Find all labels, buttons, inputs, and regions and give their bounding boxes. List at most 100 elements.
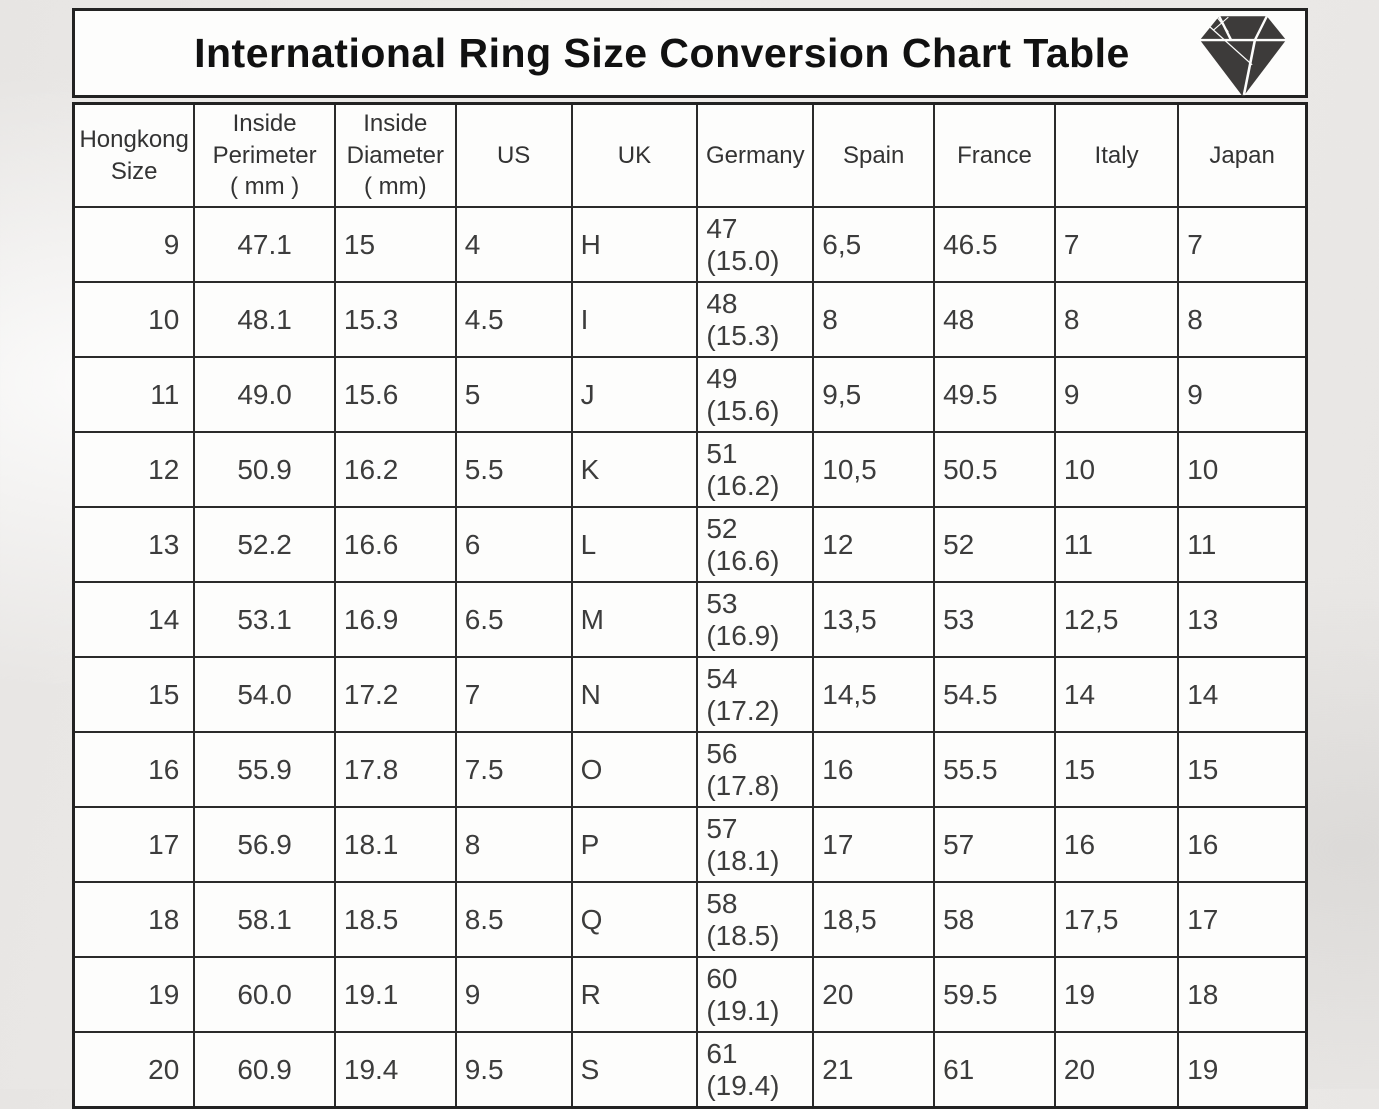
table-cell: 61 (19.4) bbox=[696, 1031, 815, 1109]
table-cell: 9 bbox=[1053, 356, 1180, 433]
diamond-icon bbox=[1197, 12, 1289, 100]
table-cell: 53.1 bbox=[193, 581, 336, 658]
table-cell: 57 (18.1) bbox=[696, 806, 815, 883]
chart-title-bar: International Ring Size Conversion Chart… bbox=[72, 8, 1308, 98]
table-cell: 7 bbox=[1177, 206, 1308, 283]
table-cell: 6 bbox=[454, 506, 573, 583]
table-cell: 17.8 bbox=[333, 731, 457, 808]
table-cell: 17,5 bbox=[1053, 881, 1180, 958]
table-cell: 48.1 bbox=[193, 281, 336, 358]
table-cell: 17 bbox=[72, 806, 196, 883]
table-cell: 60 (19.1) bbox=[696, 956, 815, 1033]
table-cell: 16 bbox=[72, 731, 196, 808]
table-cell: 14 bbox=[1053, 656, 1180, 733]
table-cell: 7 bbox=[1053, 206, 1180, 283]
table-row: 16 55.9 17.8 7.5 O 56 (17.8) 16 55.5 15 15 bbox=[72, 731, 1308, 808]
table-cell: 56.9 bbox=[193, 806, 336, 883]
table-cell: 16 bbox=[812, 731, 936, 808]
table-cell: 15 bbox=[1053, 731, 1180, 808]
table-cell: 54.0 bbox=[193, 656, 336, 733]
table-row: 19 60.0 19.1 9 R 60 (19.1) 20 59.5 19 18 bbox=[72, 956, 1308, 1033]
table-cell: 8 bbox=[454, 806, 573, 883]
table-cell: 54.5 bbox=[933, 656, 1056, 733]
table-cell: 16 bbox=[1053, 806, 1180, 883]
column-header: Spain bbox=[812, 102, 936, 208]
table-cell: 10 bbox=[1053, 431, 1180, 508]
table-cell: 16.6 bbox=[333, 506, 457, 583]
table-row: 13 52.2 16.6 6 L 52 (16.6) 12 52 11 11 bbox=[72, 506, 1308, 583]
table-cell: 8 bbox=[1053, 281, 1180, 358]
table-cell: 15 bbox=[1177, 731, 1308, 808]
column-header: US bbox=[454, 102, 573, 208]
table-cell: 8 bbox=[1177, 281, 1308, 358]
table-cell: 21 bbox=[812, 1031, 936, 1109]
table-cell: 19 bbox=[72, 956, 196, 1033]
table-cell: 17 bbox=[1177, 881, 1308, 958]
table-header-row: Hongkong Size Inside Perimeter ( mm ) Insi… bbox=[72, 102, 1308, 208]
table-cell: 47 (15.0) bbox=[696, 206, 815, 283]
table-cell: 55.5 bbox=[933, 731, 1056, 808]
table-cell: 5 bbox=[454, 356, 573, 433]
table-row: 12 50.9 16.2 5.5 K 51 (16.2) 10,5 50.5 10 10 bbox=[72, 431, 1308, 508]
table-cell: 8.5 bbox=[454, 881, 573, 958]
table-cell: 51 (16.2) bbox=[696, 431, 815, 508]
table-cell: 59.5 bbox=[933, 956, 1056, 1033]
table-cell: 20 bbox=[1053, 1031, 1180, 1109]
table-cell: 52 bbox=[933, 506, 1056, 583]
table-cell: 52 (16.6) bbox=[696, 506, 815, 583]
ring-size-chart-sheet: International Ring Size Conversion Chart… bbox=[72, 8, 1308, 1109]
table-cell: 52.2 bbox=[193, 506, 336, 583]
table-cell: 11 bbox=[72, 356, 196, 433]
table-cell: 19 bbox=[1053, 956, 1180, 1033]
table-cell: 49.5 bbox=[933, 356, 1056, 433]
table-cell: J bbox=[570, 356, 699, 433]
table-cell: 9 bbox=[454, 956, 573, 1033]
table-row: 10 48.1 15.3 4.5 I 48 (15.3) 8 48 8 8 bbox=[72, 281, 1308, 358]
table-cell: 55.9 bbox=[193, 731, 336, 808]
table-cell: 15 bbox=[72, 656, 196, 733]
table-row: 15 54.0 17.2 7 N 54 (17.2) 14,5 54.5 14 14 bbox=[72, 656, 1308, 733]
table-cell: 53 (16.9) bbox=[696, 581, 815, 658]
table-cell: P bbox=[570, 806, 699, 883]
column-header: Hongkong Size bbox=[72, 102, 196, 208]
table-cell: 18.5 bbox=[333, 881, 457, 958]
column-header: Inside Diameter ( mm) bbox=[333, 102, 457, 208]
table-row: 17 56.9 18.1 8 P 57 (18.1) 17 57 16 16 bbox=[72, 806, 1308, 883]
table-cell: 46.5 bbox=[933, 206, 1056, 283]
table-cell: 58.1 bbox=[193, 881, 336, 958]
conversion-table: Hongkong Size Inside Perimeter ( mm ) Insi… bbox=[72, 102, 1308, 1109]
table-row: 11 49.0 15.6 5 J 49 (15.6) 9,5 49.5 9 9 bbox=[72, 356, 1308, 433]
table-cell: 53 bbox=[933, 581, 1056, 658]
table-cell: 18 bbox=[72, 881, 196, 958]
table-row: 14 53.1 16.9 6.5 M 53 (16.9) 13,5 53 12,5 13 bbox=[72, 581, 1308, 658]
table-cell: 58 bbox=[933, 881, 1056, 958]
column-header: France bbox=[933, 102, 1056, 208]
table-cell: 15.6 bbox=[333, 356, 457, 433]
table-cell: 7 bbox=[454, 656, 573, 733]
table-cell: L bbox=[570, 506, 699, 583]
table-cell: 61 bbox=[933, 1031, 1056, 1109]
page-title: International Ring Size Conversion Chart… bbox=[194, 29, 1130, 76]
table-cell: I bbox=[570, 281, 699, 358]
table-cell: 7.5 bbox=[454, 731, 573, 808]
table-cell: 20 bbox=[812, 956, 936, 1033]
table-cell: 9 bbox=[72, 206, 196, 283]
table-cell: 14 bbox=[1177, 656, 1308, 733]
table-cell: 50.5 bbox=[933, 431, 1056, 508]
table-cell: 19 bbox=[1177, 1031, 1308, 1109]
table-cell: 60.0 bbox=[193, 956, 336, 1033]
table-cell: 15.3 bbox=[333, 281, 457, 358]
table-cell: O bbox=[570, 731, 699, 808]
table-cell: K bbox=[570, 431, 699, 508]
table-cell: 18,5 bbox=[812, 881, 936, 958]
column-header: UK bbox=[570, 102, 699, 208]
table-cell: R bbox=[570, 956, 699, 1033]
table-cell: 13 bbox=[72, 506, 196, 583]
column-header: Italy bbox=[1053, 102, 1180, 208]
table-cell: 6.5 bbox=[454, 581, 573, 658]
table-cell: 13 bbox=[1177, 581, 1308, 658]
table-cell: 16.2 bbox=[333, 431, 457, 508]
table-cell: 49 (15.6) bbox=[696, 356, 815, 433]
table-cell: 14,5 bbox=[812, 656, 936, 733]
column-header: Japan bbox=[1177, 102, 1308, 208]
